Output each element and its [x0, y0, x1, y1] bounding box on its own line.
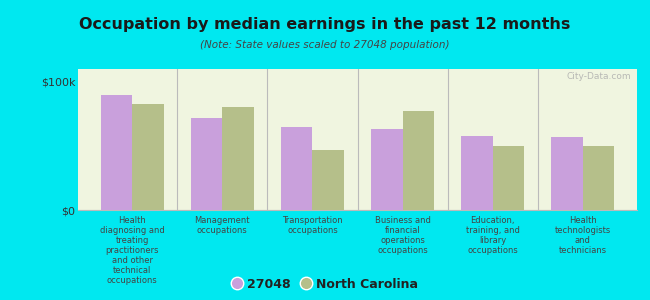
Text: (Note: State values scaled to 27048 population): (Note: State values scaled to 27048 popu…: [200, 40, 450, 50]
Legend: 27048, North Carolina: 27048, North Carolina: [232, 278, 418, 291]
Bar: [371, 129, 402, 210]
Text: City-Data.com: City-Data.com: [567, 72, 631, 81]
Bar: [132, 103, 164, 210]
Bar: [313, 150, 344, 210]
Bar: [583, 146, 614, 210]
Bar: [462, 136, 493, 210]
Bar: [222, 107, 254, 210]
Bar: [190, 118, 222, 210]
Bar: [551, 137, 583, 210]
Bar: [402, 111, 434, 210]
Bar: [281, 127, 313, 210]
Bar: [101, 94, 132, 210]
Bar: [493, 146, 525, 210]
Text: Occupation by median earnings in the past 12 months: Occupation by median earnings in the pas…: [79, 16, 571, 32]
